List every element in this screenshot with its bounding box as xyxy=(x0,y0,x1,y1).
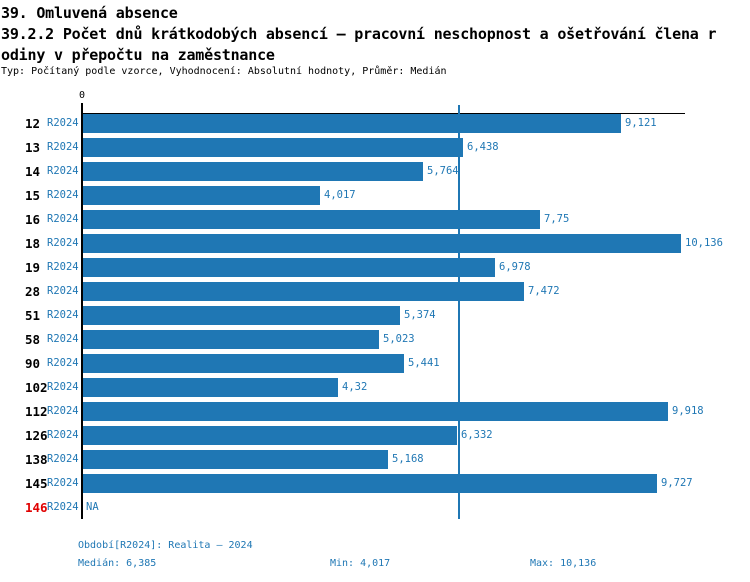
bar-value-label: 6,978 xyxy=(499,261,531,273)
row-period-label: R2024 xyxy=(47,165,79,177)
bar-value-label: 6,438 xyxy=(467,141,499,153)
bar-value-label: 9,727 xyxy=(661,477,693,489)
row-period-label: R2024 xyxy=(47,237,79,249)
row-category-label: 146 xyxy=(25,500,48,515)
row-category-label: 18 xyxy=(25,236,41,251)
table-row: 51 R2024 5,374 xyxy=(0,306,750,325)
row-category-label: 15 xyxy=(25,188,41,203)
row-period-label: R2024 xyxy=(47,141,79,153)
bar xyxy=(83,282,524,301)
table-row: 18 R2024 10,136 xyxy=(0,234,750,253)
row-period-label: R2024 xyxy=(47,429,79,441)
row-period-label: R2024 xyxy=(47,117,79,129)
table-row: 16 R2024 7,75 xyxy=(0,210,750,229)
row-category-label: 90 xyxy=(25,356,41,371)
table-row: 19 R2024 6,978 xyxy=(0,258,750,277)
bar-value-label: 5,023 xyxy=(383,333,415,345)
table-row: 112 R2024 9,918 xyxy=(0,402,750,421)
bar-value-label: 9,918 xyxy=(672,405,704,417)
chart-subtitle: Typ: Počítaný podle vzorce, Vyhodnocení:… xyxy=(1,66,447,77)
chart-title-line-1: 39.2.2 Počet dnů krátkodobých absencí – … xyxy=(1,25,717,43)
bar-value-label: 9,121 xyxy=(625,117,657,129)
footer-min-stat: Min: 4,017 xyxy=(330,558,391,569)
row-category-label: 16 xyxy=(25,212,41,227)
table-row: 14 R2024 5,764 xyxy=(0,162,750,181)
y-axis-line xyxy=(81,103,83,519)
row-period-label: R2024 xyxy=(47,453,79,465)
row-category-label: 126 xyxy=(25,428,48,443)
x-axis-origin-label: 0 xyxy=(78,90,86,101)
row-category-label: 19 xyxy=(25,260,41,275)
footer-median-stat: Medián: 6,385 xyxy=(78,558,157,569)
bar xyxy=(83,258,495,277)
row-category-label: 112 xyxy=(25,404,48,419)
bar-value-label: 5,764 xyxy=(427,165,459,177)
footer-period-info: Období[R2024]: Realita – 2024 xyxy=(78,540,253,551)
footer-max-stat: Max: 10,136 xyxy=(530,558,597,569)
row-period-label: R2024 xyxy=(47,285,79,297)
bar-value-label: 5,441 xyxy=(408,357,440,369)
row-category-label: 51 xyxy=(25,308,41,323)
row-category-label: 14 xyxy=(25,164,41,179)
row-period-label: R2024 xyxy=(47,405,79,417)
row-period-label: R2024 xyxy=(47,213,79,225)
row-period-label: R2024 xyxy=(47,261,79,273)
median-reference-line xyxy=(458,105,460,519)
row-category-label: 102 xyxy=(25,380,48,395)
bar xyxy=(83,378,338,397)
row-category-label: 28 xyxy=(25,284,41,299)
x-axis-line xyxy=(82,113,685,114)
row-period-label: R2024 xyxy=(47,501,79,513)
table-row: 12 R2024 9,121 xyxy=(0,114,750,133)
bar-value-label: 5,168 xyxy=(392,453,424,465)
bar xyxy=(83,474,657,493)
row-period-label: R2024 xyxy=(47,477,79,489)
row-period-label: R2024 xyxy=(47,309,79,321)
bar xyxy=(83,162,423,181)
bar-value-label: 5,374 xyxy=(404,309,436,321)
table-row: 138 R2024 5,168 xyxy=(0,450,750,469)
bar-value-label: 7,472 xyxy=(528,285,560,297)
report-section-title: 39. Omluvená absence xyxy=(1,4,178,22)
bar-value-label: 10,136 xyxy=(685,237,723,249)
bar-value-label: NA xyxy=(86,501,99,513)
bar-value-label: 4,017 xyxy=(324,189,356,201)
bar xyxy=(83,402,668,421)
table-row: 58 R2024 5,023 xyxy=(0,330,750,349)
row-category-label: 138 xyxy=(25,452,48,467)
bar xyxy=(83,114,621,133)
table-row: 28 R2024 7,472 xyxy=(0,282,750,301)
table-row: 13 R2024 6,438 xyxy=(0,138,750,157)
table-row: 102 R2024 4,32 xyxy=(0,378,750,397)
table-row: 90 R2024 5,441 xyxy=(0,354,750,373)
row-category-label: 58 xyxy=(25,332,41,347)
row-period-label: R2024 xyxy=(47,381,79,393)
row-period-label: R2024 xyxy=(47,333,79,345)
bar xyxy=(83,450,388,469)
bar xyxy=(83,186,320,205)
bar xyxy=(83,210,540,229)
table-row: 15 R2024 4,017 xyxy=(0,186,750,205)
row-category-label: 145 xyxy=(25,476,48,491)
bar-value-label: 7,75 xyxy=(544,213,570,225)
bar xyxy=(83,306,400,325)
bar-value-label: 6,332 xyxy=(461,429,493,441)
row-period-label: R2024 xyxy=(47,357,79,369)
bar-value-label: 4,32 xyxy=(342,381,368,393)
chart-title-line-2: odiny v přepočtu na zaměstnance xyxy=(1,46,275,64)
bar xyxy=(83,138,463,157)
bar xyxy=(83,426,457,445)
bar xyxy=(83,354,404,373)
table-row: 126 R2024 6,332 xyxy=(0,426,750,445)
row-category-label: 12 xyxy=(25,116,41,131)
row-category-label: 13 xyxy=(25,140,41,155)
row-period-label: R2024 xyxy=(47,189,79,201)
bar xyxy=(83,234,681,253)
bar xyxy=(83,330,379,349)
table-row: 146 R2024 NA xyxy=(0,498,750,517)
table-row: 145 R2024 9,727 xyxy=(0,474,750,493)
